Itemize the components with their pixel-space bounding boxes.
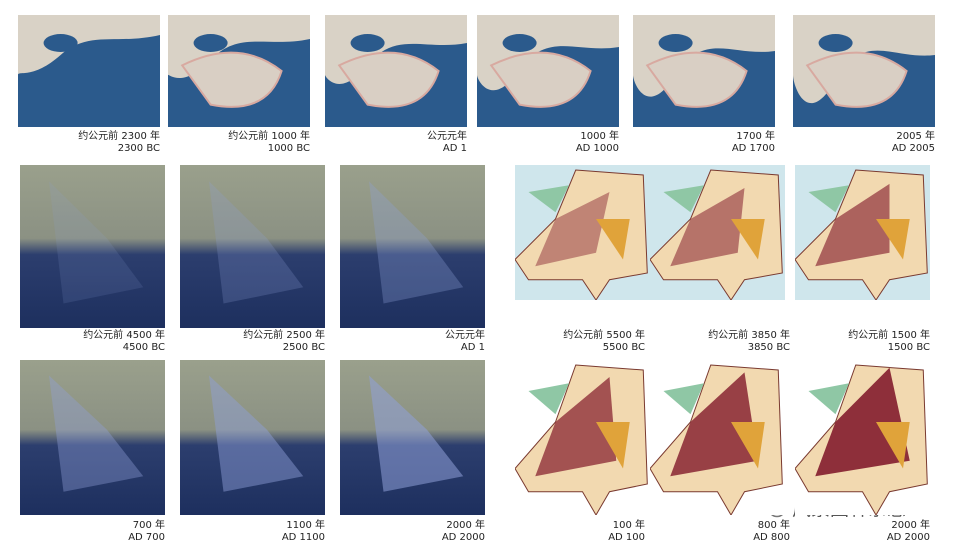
- map-image: [180, 360, 325, 515]
- caption: AD 2000: [441, 532, 485, 543]
- caption: 100 年: [612, 520, 645, 531]
- caption: AD 1000: [575, 143, 619, 154]
- map-panel: [793, 15, 935, 127]
- map-image: [514, 360, 650, 516]
- map-panel: [20, 165, 165, 328]
- map-image: [18, 15, 160, 127]
- caption: 约公元前 5500 年: [563, 330, 645, 341]
- map-panel: [477, 15, 619, 127]
- map-image: [325, 15, 467, 127]
- caption: AD 2000: [886, 532, 930, 543]
- map-image: [20, 360, 165, 515]
- caption: 约公元前 2500 年: [243, 330, 325, 341]
- caption: 公元元年: [445, 330, 485, 341]
- map-panel: [649, 360, 785, 516]
- caption: AD 1100: [281, 532, 325, 543]
- caption: 2005 年: [896, 131, 935, 142]
- caption: AD 2005: [891, 143, 935, 154]
- map-panel: [340, 165, 485, 328]
- caption: 700 年: [132, 520, 165, 531]
- map-panel: [325, 15, 467, 127]
- caption: 约公元前 4500 年: [83, 330, 165, 341]
- map-image: [180, 165, 325, 328]
- map-image: [649, 360, 785, 516]
- caption: 2500 BC: [282, 342, 325, 353]
- caption: 1500 BC: [887, 342, 930, 353]
- caption: 1000 年: [580, 131, 619, 142]
- map-panel: [168, 15, 310, 127]
- caption: 约公元前 1000 年: [228, 131, 310, 142]
- caption: 1000 BC: [267, 143, 310, 154]
- caption: 1700 年: [736, 131, 775, 142]
- caption: AD 1: [460, 342, 485, 353]
- caption: AD 700: [128, 532, 165, 543]
- map-image: [793, 15, 935, 127]
- caption: 2000 年: [446, 520, 485, 531]
- map-panel: [180, 165, 325, 328]
- caption: AD 800: [753, 532, 790, 543]
- caption: 2300 BC: [117, 143, 160, 154]
- map-panel: [794, 165, 930, 301]
- map-panel: [514, 360, 650, 516]
- caption: 约公元前 2300 年: [78, 131, 160, 142]
- map-panel: [633, 15, 775, 127]
- caption: 约公元前 1500 年: [848, 330, 930, 341]
- map-image: [649, 165, 785, 301]
- map-image: [340, 360, 485, 515]
- caption: 公元元年: [427, 131, 467, 142]
- map-image: [794, 165, 930, 301]
- caption: AD 1: [442, 143, 467, 154]
- map-panel: [340, 360, 485, 515]
- caption: 4500 BC: [122, 342, 165, 353]
- caption: AD 100: [608, 532, 645, 543]
- caption: 约公元前 3850 年: [708, 330, 790, 341]
- caption: 2000 年: [891, 520, 930, 531]
- map-image: [20, 165, 165, 328]
- caption: 800 年: [757, 520, 790, 531]
- caption: 1100 年: [286, 520, 325, 531]
- map-image: [514, 165, 650, 301]
- map-image: [340, 165, 485, 328]
- caption: 5500 BC: [602, 342, 645, 353]
- map-panel: [180, 360, 325, 515]
- map-image: [794, 360, 930, 516]
- map-image: [633, 15, 775, 127]
- caption: 3850 BC: [747, 342, 790, 353]
- map-panel: [514, 165, 650, 301]
- map-panel: [18, 15, 160, 127]
- map-image: [477, 15, 619, 127]
- map-panel: [649, 165, 785, 301]
- map-image: [168, 15, 310, 127]
- map-panel: [794, 360, 930, 516]
- map-panel: [20, 360, 165, 515]
- caption: AD 1700: [731, 143, 775, 154]
